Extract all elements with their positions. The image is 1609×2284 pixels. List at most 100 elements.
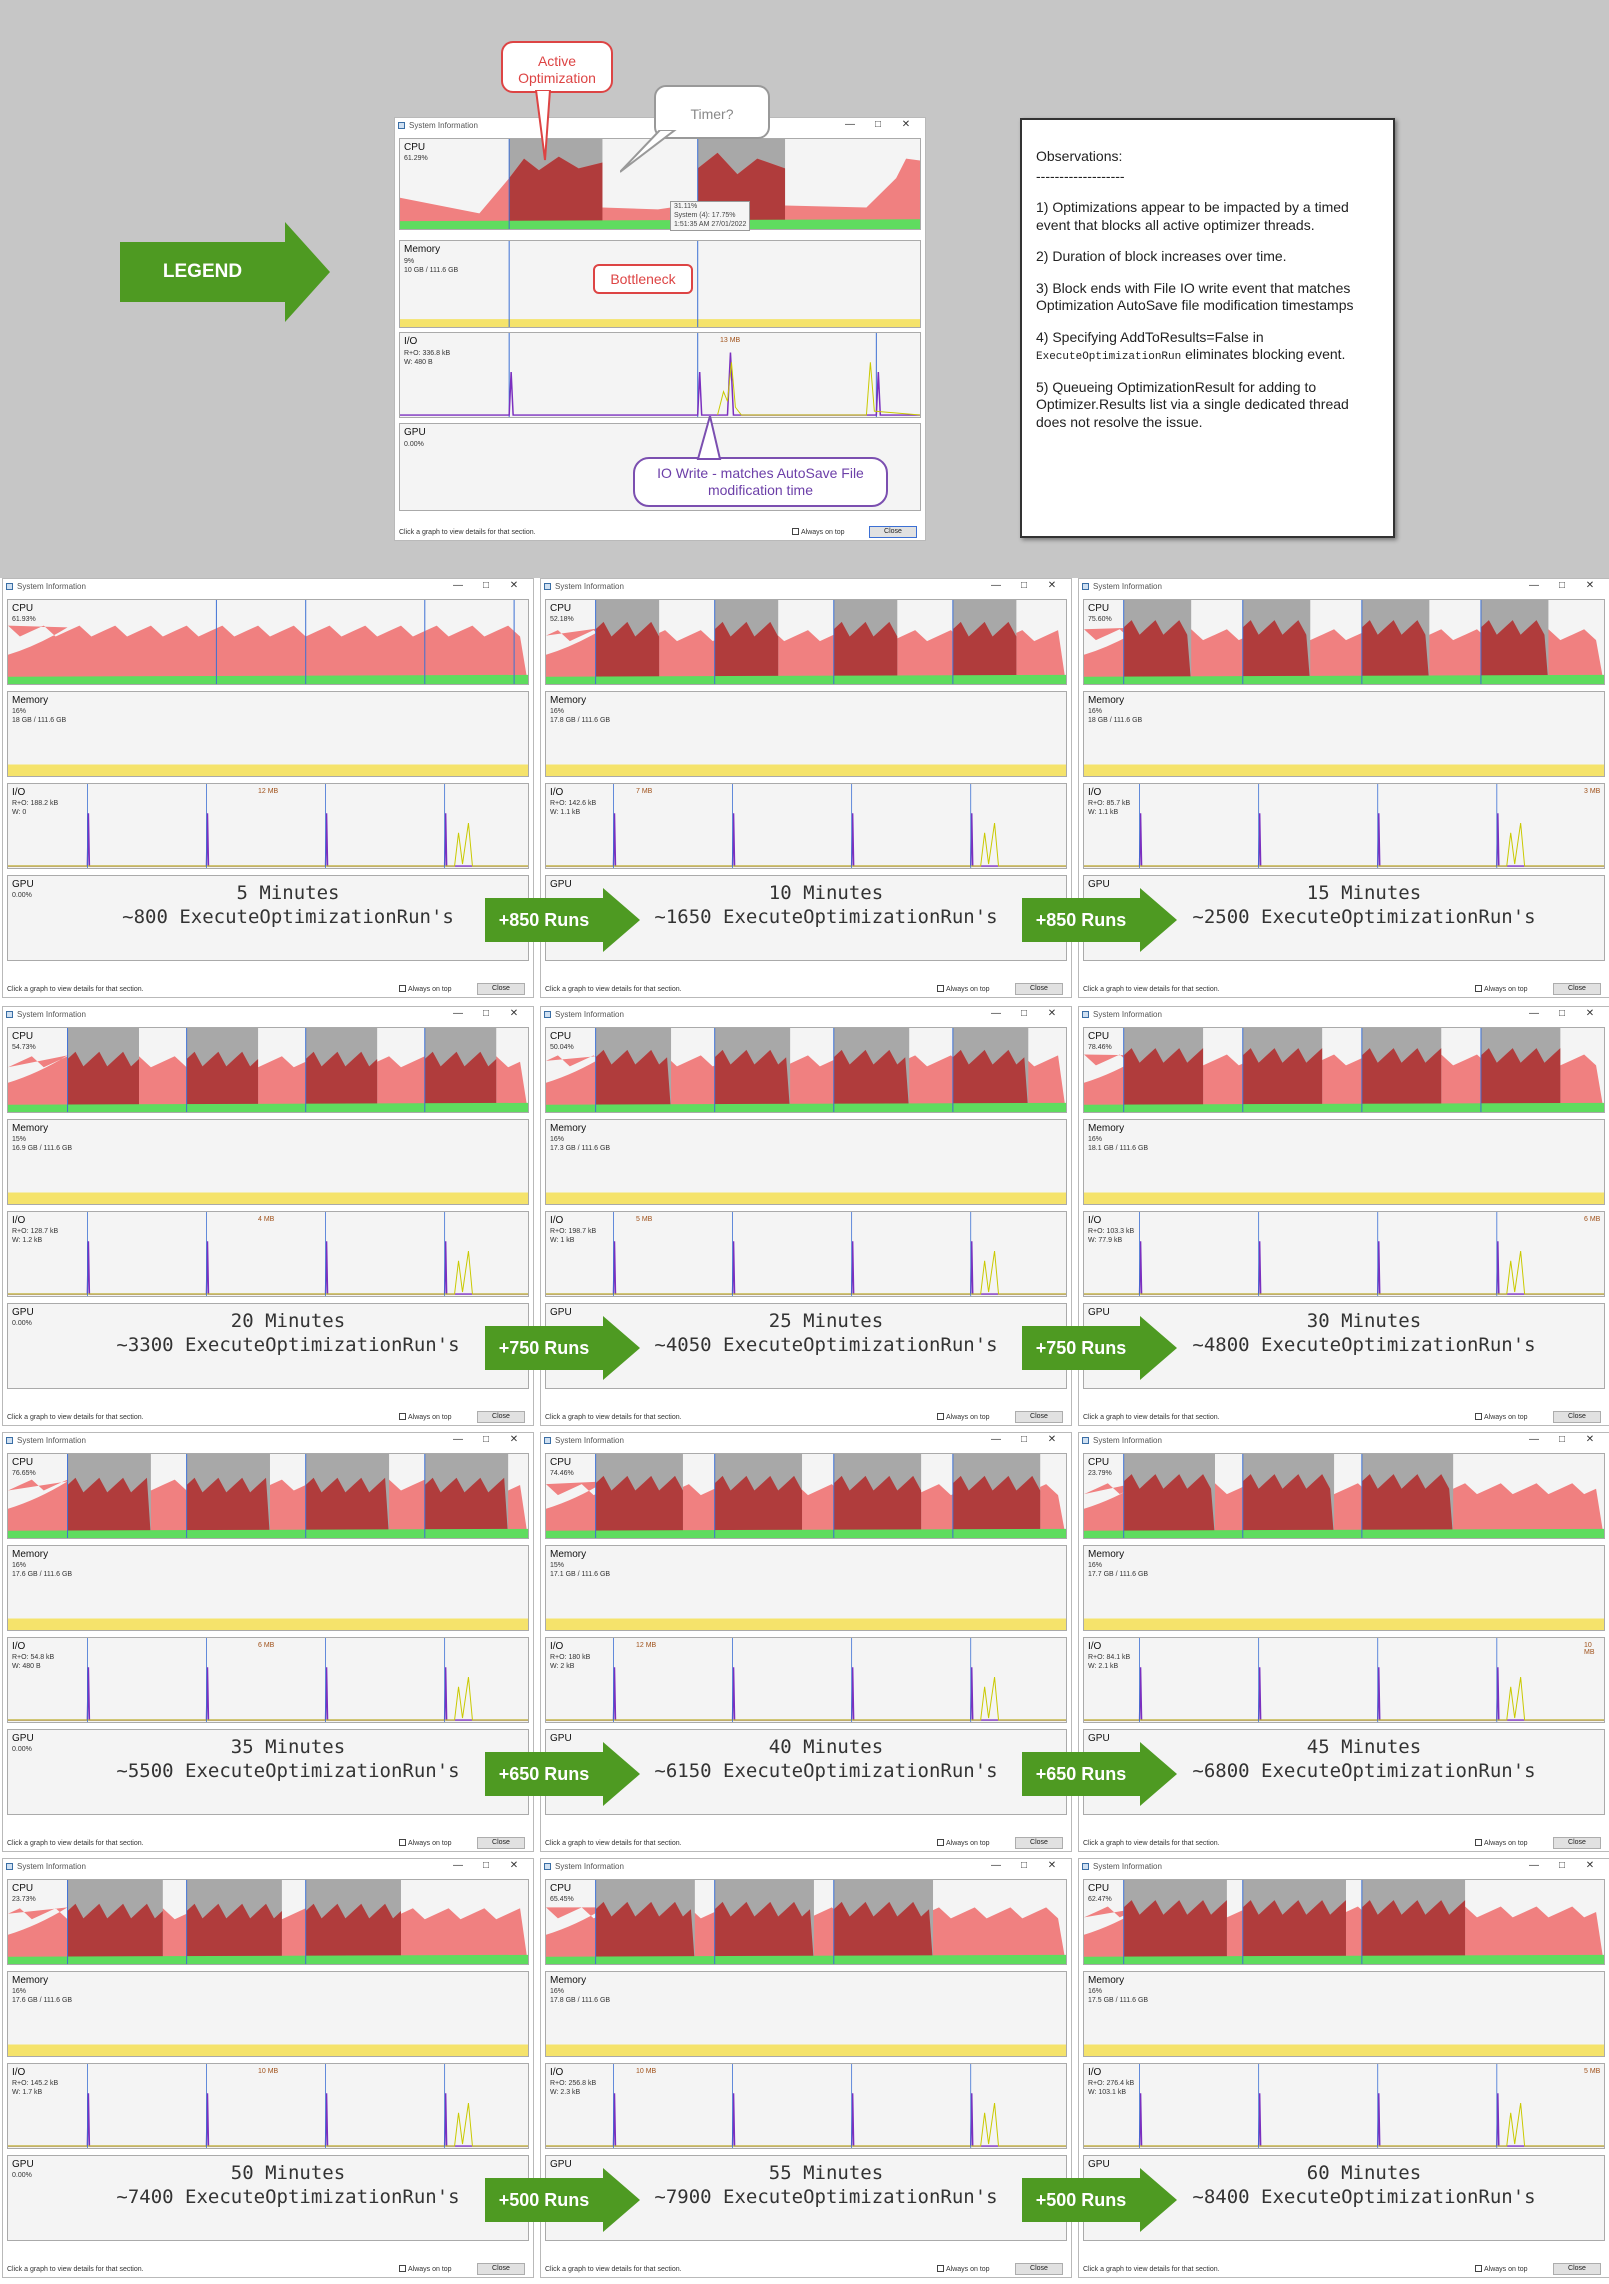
close-button[interactable]: Close <box>477 983 525 995</box>
close-button[interactable]: Close <box>1015 1837 1063 1849</box>
always-on-top-checkbox[interactable]: Always on top <box>937 1413 990 1421</box>
memory-graph[interactable]: Memory 16% 17.6 GB / 111.6 GB <box>7 1971 529 2057</box>
memory-graph[interactable]: Memory 16% 17.3 GB / 111.6 GB <box>545 1119 1067 1205</box>
close-window-button[interactable]: ✕ <box>509 1434 519 1445</box>
maximize-button[interactable]: □ <box>482 580 490 591</box>
close-button[interactable]: Close <box>1015 2263 1063 2275</box>
maximize-button[interactable]: □ <box>1558 1860 1566 1871</box>
memory-graph[interactable]: Memory 16% 17.5 GB / 111.6 GB <box>1083 1971 1605 2057</box>
always-on-top-checkbox[interactable]: Always on top <box>399 1413 452 1421</box>
io-graph[interactable]: I/O R+O: 188.2 kB W: 0 12 MB <box>7 783 529 869</box>
io-graph[interactable]: I/O R+O: 54.8 kB W: 480 B 6 MB <box>7 1637 529 1723</box>
always-on-top-checkbox[interactable]: Always on top <box>792 528 845 536</box>
close-button[interactable]: Close <box>1015 1411 1063 1423</box>
close-window-button[interactable]: ✕ <box>509 580 519 591</box>
always-on-top-checkbox[interactable]: Always on top <box>1475 1839 1528 1847</box>
memory-graph[interactable]: Memory 16% 18 GB / 111.6 GB <box>1083 691 1605 777</box>
io-graph[interactable]: I/O R+O: 256.8 kB W: 2.3 kB 10 MB <box>545 2063 1067 2149</box>
close-window-button[interactable]: ✕ <box>901 119 911 130</box>
close-button[interactable]: Close <box>477 2263 525 2275</box>
maximize-button[interactable]: □ <box>482 1860 490 1871</box>
always-on-top-checkbox[interactable]: Always on top <box>1475 2265 1528 2273</box>
cpu-graph[interactable]: CPU 74.46% <box>545 1453 1067 1539</box>
minimize-button[interactable]: — <box>453 1008 463 1019</box>
cpu-graph[interactable]: CPU 65.45% <box>545 1879 1067 1965</box>
maximize-button[interactable]: □ <box>1020 580 1028 591</box>
cpu-graph[interactable]: CPU 76.65% <box>7 1453 529 1539</box>
maximize-button[interactable]: □ <box>482 1434 490 1445</box>
minimize-button[interactable]: — <box>453 580 463 591</box>
memory-graph[interactable]: Memory 16% 17.8 GB / 111.6 GB <box>545 1971 1067 2057</box>
cpu-graph[interactable]: CPU 54.73% <box>7 1027 529 1113</box>
gpu-graph[interactable]: GPU 0.00% 35 Minutes ~5500 ExecuteOptimizat… <box>7 1729 529 1815</box>
close-button[interactable]: Close <box>1015 983 1063 995</box>
gpu-graph[interactable]: GPU 0.00% 20 Minutes ~3300 ExecuteOptimizat… <box>7 1303 529 1389</box>
gpu-graph[interactable]: GPU 10 Minutes ~1650 ExecuteOptimizationRu… <box>545 875 1067 961</box>
maximize-button[interactable]: □ <box>1020 1860 1028 1871</box>
close-window-button[interactable]: ✕ <box>1585 580 1595 591</box>
memory-graph[interactable]: Memory 16% 17.7 GB / 111.6 GB <box>1083 1545 1605 1631</box>
gpu-graph[interactable]: GPU 0.00% 5 Minutes ~800 ExecuteOptimizatio… <box>7 875 529 961</box>
memory-graph[interactable]: Memory 16% 18.1 GB / 111.6 GB <box>1083 1119 1605 1205</box>
io-graph[interactable]: I/O R+O: 276.4 kB W: 103.1 kB 5 MB <box>1083 2063 1605 2149</box>
io-graph[interactable]: I/O R+O: 336.8 kB W: 480 B 13 MB <box>399 332 921 418</box>
maximize-button[interactable]: □ <box>1558 580 1566 591</box>
minimize-button[interactable]: — <box>453 1860 463 1871</box>
always-on-top-checkbox[interactable]: Always on top <box>937 1839 990 1847</box>
always-on-top-checkbox[interactable]: Always on top <box>399 1839 452 1847</box>
always-on-top-checkbox[interactable]: Always on top <box>399 2265 452 2273</box>
always-on-top-checkbox[interactable]: Always on top <box>399 985 452 993</box>
maximize-button[interactable]: □ <box>1020 1008 1028 1019</box>
close-window-button[interactable]: ✕ <box>1047 580 1057 591</box>
memory-graph[interactable]: Memory 16% 17.6 GB / 111.6 GB <box>7 1545 529 1631</box>
io-graph[interactable]: I/O R+O: 198.7 kB W: 1 kB 5 MB <box>545 1211 1067 1297</box>
maximize-button[interactable]: □ <box>874 119 882 130</box>
close-button[interactable]: Close <box>869 526 917 538</box>
cpu-graph[interactable]: CPU 78.46% <box>1083 1027 1605 1113</box>
gpu-graph[interactable]: GPU 0.00% 50 Minutes ~7400 ExecuteOptimizat… <box>7 2155 529 2241</box>
cpu-graph[interactable]: CPU 50.04% <box>545 1027 1067 1113</box>
minimize-button[interactable]: — <box>991 580 1001 591</box>
close-window-button[interactable]: ✕ <box>1585 1008 1595 1019</box>
minimize-button[interactable]: — <box>991 1860 1001 1871</box>
always-on-top-checkbox[interactable]: Always on top <box>937 2265 990 2273</box>
cpu-graph[interactable]: CPU 23.73% <box>7 1879 529 1965</box>
cpu-graph[interactable]: CPU 61.93% <box>7 599 529 685</box>
minimize-button[interactable]: — <box>1529 580 1539 591</box>
always-on-top-checkbox[interactable]: Always on top <box>937 985 990 993</box>
memory-graph[interactable]: Memory 15% 16.9 GB / 111.6 GB <box>7 1119 529 1205</box>
minimize-button[interactable]: — <box>453 1434 463 1445</box>
cpu-graph[interactable]: CPU 62.47% <box>1083 1879 1605 1965</box>
minimize-button[interactable]: — <box>991 1008 1001 1019</box>
maximize-button[interactable]: □ <box>1020 1434 1028 1445</box>
minimize-button[interactable]: — <box>845 119 855 130</box>
close-button[interactable]: Close <box>1553 1837 1601 1849</box>
memory-graph[interactable]: Memory 15% 17.1 GB / 111.6 GB <box>545 1545 1067 1631</box>
minimize-button[interactable]: — <box>991 1434 1001 1445</box>
io-graph[interactable]: I/O R+O: 128.7 kB W: 1.2 kB 4 MB <box>7 1211 529 1297</box>
maximize-button[interactable]: □ <box>1558 1434 1566 1445</box>
memory-graph[interactable]: Memory 16% 18 GB / 111.6 GB <box>7 691 529 777</box>
io-graph[interactable]: I/O R+O: 145.2 kB W: 1.7 kB 10 MB <box>7 2063 529 2149</box>
close-button[interactable]: Close <box>1553 2263 1601 2275</box>
io-graph[interactable]: I/O R+O: 85.7 kB W: 1.1 kB 3 MB <box>1083 783 1605 869</box>
close-button[interactable]: Close <box>477 1411 525 1423</box>
close-window-button[interactable]: ✕ <box>1047 1434 1057 1445</box>
always-on-top-checkbox[interactable]: Always on top <box>1475 1413 1528 1421</box>
cpu-graph[interactable]: CPU 75.60% <box>1083 599 1605 685</box>
maximize-button[interactable]: □ <box>1558 1008 1566 1019</box>
always-on-top-checkbox[interactable]: Always on top <box>1475 985 1528 993</box>
maximize-button[interactable]: □ <box>482 1008 490 1019</box>
close-window-button[interactable]: ✕ <box>1047 1008 1057 1019</box>
close-button[interactable]: Close <box>1553 1411 1601 1423</box>
close-window-button[interactable]: ✕ <box>1585 1860 1595 1871</box>
memory-graph[interactable]: Memory 16% 17.8 GB / 111.6 GB <box>545 691 1067 777</box>
cpu-graph[interactable]: CPU 61.29% 31.11% System (4): 17.75% 1:5… <box>399 138 921 232</box>
close-window-button[interactable]: ✕ <box>509 1008 519 1019</box>
cpu-graph[interactable]: CPU 23.79% <box>1083 1453 1605 1539</box>
io-graph[interactable]: I/O R+O: 180 kB W: 2 kB 12 MB <box>545 1637 1067 1723</box>
close-button[interactable]: Close <box>477 1837 525 1849</box>
close-button[interactable]: Close <box>1553 983 1601 995</box>
minimize-button[interactable]: — <box>1529 1434 1539 1445</box>
io-graph[interactable]: I/O R+O: 142.6 kB W: 1.1 kB 7 MB <box>545 783 1067 869</box>
